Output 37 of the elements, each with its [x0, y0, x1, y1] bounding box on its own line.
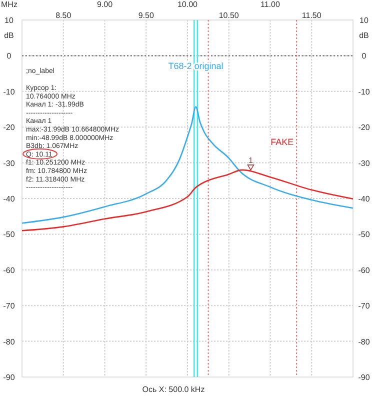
y2-tick-label: -90: [358, 373, 370, 382]
y-tick-label: 0: [6, 52, 12, 61]
y2-tick-label: 10: [360, 16, 369, 25]
y-tick-label: -40: [3, 194, 16, 204]
annotation: 1: [248, 156, 254, 165]
y-tick-label: -50: [3, 230, 16, 240]
y-tick-label: 10: [4, 16, 14, 25]
y-tick-label: -20: [3, 123, 16, 132]
x-tick-label: 8.50: [56, 11, 72, 20]
x-axis-title: Ось X: 500.0 kHz: [142, 385, 205, 394]
y2-tick-label: -50: [358, 230, 370, 240]
line-series: [21, 169, 354, 232]
y2-tick-label: -70: [358, 302, 370, 311]
y-tick-label: -30: [3, 158, 16, 168]
y-axis-title: dB: [4, 31, 14, 40]
x2-tick-label: 9.00: [96, 0, 114, 9]
line-series: [21, 106, 354, 224]
y2-tick-label: -80: [358, 337, 370, 346]
y-tick-label: -90: [3, 373, 16, 382]
y2-tick-label: -60: [358, 266, 370, 275]
x-tick-label: 11.50: [302, 11, 322, 20]
y2-tick-label: -30: [358, 158, 370, 168]
y-tick-label: -10: [3, 87, 16, 96]
y2-tick-label: -10: [358, 87, 370, 96]
y2-tick-label: -40: [358, 194, 370, 204]
y2-tick-label: 0: [362, 52, 367, 61]
x-tick-label: 9.50: [138, 11, 154, 20]
text: MHz: [1, 0, 18, 9]
y-tick-label: -60: [3, 266, 16, 275]
x-tick-label: 10.50: [218, 11, 240, 20]
y-tick-label: -80: [3, 337, 16, 346]
y-tick-label: -70: [3, 302, 16, 311]
y2-tick-label: -20: [358, 123, 370, 132]
x2-tick-label: 10.00: [177, 0, 198, 9]
y2-axis-title: dB: [359, 31, 369, 40]
text: FAKE: [270, 136, 294, 147]
x2-tick-label: 11.00: [260, 0, 281, 9]
